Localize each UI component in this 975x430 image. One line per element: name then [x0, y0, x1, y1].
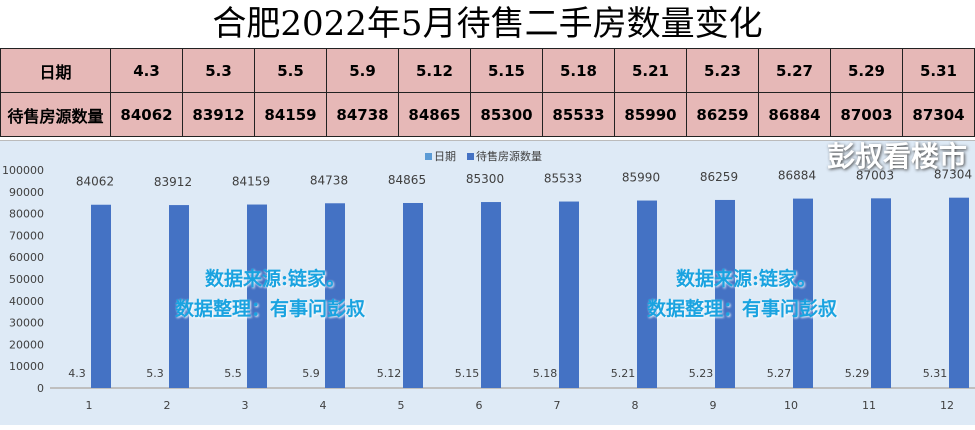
y-tick-label: 80000	[9, 208, 44, 221]
bar-count	[949, 198, 969, 388]
date-cell: 5.27	[759, 49, 831, 93]
y-tick-label: 60000	[9, 251, 44, 264]
x-tick-label: 7	[554, 399, 561, 412]
data-label-count: 86884	[778, 169, 816, 183]
bar-count	[871, 198, 891, 388]
date-cell: 5.21	[615, 49, 687, 93]
legend-label-count: 待售房源数量	[476, 149, 542, 163]
x-tick-label: 2	[164, 399, 171, 412]
data-label-count: 86259	[700, 170, 738, 184]
count-cell: 83912	[183, 93, 255, 137]
date-cell: 5.31	[903, 49, 975, 93]
data-label-count: 83912	[154, 175, 192, 189]
count-cell: 84062	[111, 93, 183, 137]
count-cell: 84865	[399, 93, 471, 137]
page-title: 合肥2022年5月待售二手房数量变化	[0, 0, 975, 48]
x-tick-label: 12	[940, 399, 954, 412]
bar-count	[403, 203, 423, 388]
data-label-date: 4.3	[68, 367, 86, 380]
data-label-count: 84062	[76, 175, 114, 189]
y-tick-label: 70000	[9, 229, 44, 242]
y-tick-label: 50000	[9, 273, 44, 286]
date-cell: 5.15	[471, 49, 543, 93]
x-tick-label: 10	[784, 399, 798, 412]
watermark-source-2: 数据来源:链家。	[676, 264, 816, 291]
y-tick-label: 40000	[9, 295, 44, 308]
legend-swatch-date	[425, 153, 432, 160]
date-cell: 5.23	[687, 49, 759, 93]
y-tick-label: 30000	[9, 317, 44, 330]
y-tick-label: 100000	[2, 164, 44, 177]
count-cell: 85300	[471, 93, 543, 137]
count-cell: 86884	[759, 93, 831, 137]
x-tick-label: 6	[476, 399, 483, 412]
data-label-date: 5.15	[455, 367, 480, 380]
watermark-editor-2: 数据整理：有事问彭叔	[647, 294, 837, 321]
date-cell: 5.9	[327, 49, 399, 93]
x-tick-label: 1	[86, 399, 93, 412]
x-tick-label: 3	[242, 399, 249, 412]
data-label-date: 5.18	[533, 367, 558, 380]
data-label-date: 5.9	[302, 367, 320, 380]
data-label-date: 5.23	[689, 367, 714, 380]
x-tick-label: 9	[710, 399, 717, 412]
count-cell: 85990	[615, 93, 687, 137]
count-cell: 85533	[543, 93, 615, 137]
date-cell: 5.5	[255, 49, 327, 93]
x-tick-label: 5	[398, 399, 405, 412]
legend-swatch-count	[467, 153, 474, 160]
data-label-date: 5.5	[224, 367, 242, 380]
data-label-count: 85300	[466, 172, 504, 186]
bar-count	[481, 202, 501, 388]
data-label-count: 84159	[232, 175, 270, 189]
bar-count	[559, 202, 579, 388]
date-cell: 5.3	[183, 49, 255, 93]
data-label-date: 5.29	[845, 367, 870, 380]
row-header-count: 待售房源数量	[1, 93, 111, 137]
date-cell: 5.18	[543, 49, 615, 93]
date-cell: 5.12	[399, 49, 471, 93]
x-tick-label: 4	[320, 399, 327, 412]
watermark-editor: 数据整理：有事问彭叔	[175, 294, 365, 321]
chart-svg: 0 10000 20000 30000 40000 50000 60000 70000 8000…	[0, 141, 975, 426]
count-cell: 84159	[255, 93, 327, 137]
data-label-date: 5.3	[146, 367, 164, 380]
count-cell: 86259	[687, 93, 759, 137]
bar-count	[91, 205, 111, 388]
data-label-count: 85990	[622, 171, 660, 185]
count-cell: 87304	[903, 93, 975, 137]
watermark-source: 数据来源:链家。	[205, 264, 345, 291]
row-header-date: 日期	[1, 49, 111, 93]
data-label-count: 84738	[310, 173, 348, 187]
x-tick-label: 8	[632, 399, 639, 412]
date-cell: 5.29	[831, 49, 903, 93]
y-tick-label: 90000	[9, 186, 44, 199]
y-tick-label: 0	[37, 382, 44, 395]
data-label-date: 5.27	[767, 367, 792, 380]
count-cell: 87003	[831, 93, 903, 137]
y-tick-label: 20000	[9, 338, 44, 351]
data-label-date: 5.21	[611, 367, 636, 380]
count-cell: 84738	[327, 93, 399, 137]
brand-watermark: 彭叔看楼市	[827, 141, 967, 173]
data-label-count: 84865	[388, 173, 426, 187]
legend-label-date: 日期	[434, 150, 456, 163]
x-tick-label: 11	[862, 399, 876, 412]
bar-chart: 0 10000 20000 30000 40000 50000 60000 70000 8000…	[0, 140, 975, 425]
date-cell: 4.3	[111, 49, 183, 93]
data-label-date: 5.31	[923, 367, 948, 380]
y-tick-label: 10000	[9, 360, 44, 373]
data-label-count: 85533	[544, 172, 582, 186]
data-label-date: 5.12	[377, 367, 402, 380]
